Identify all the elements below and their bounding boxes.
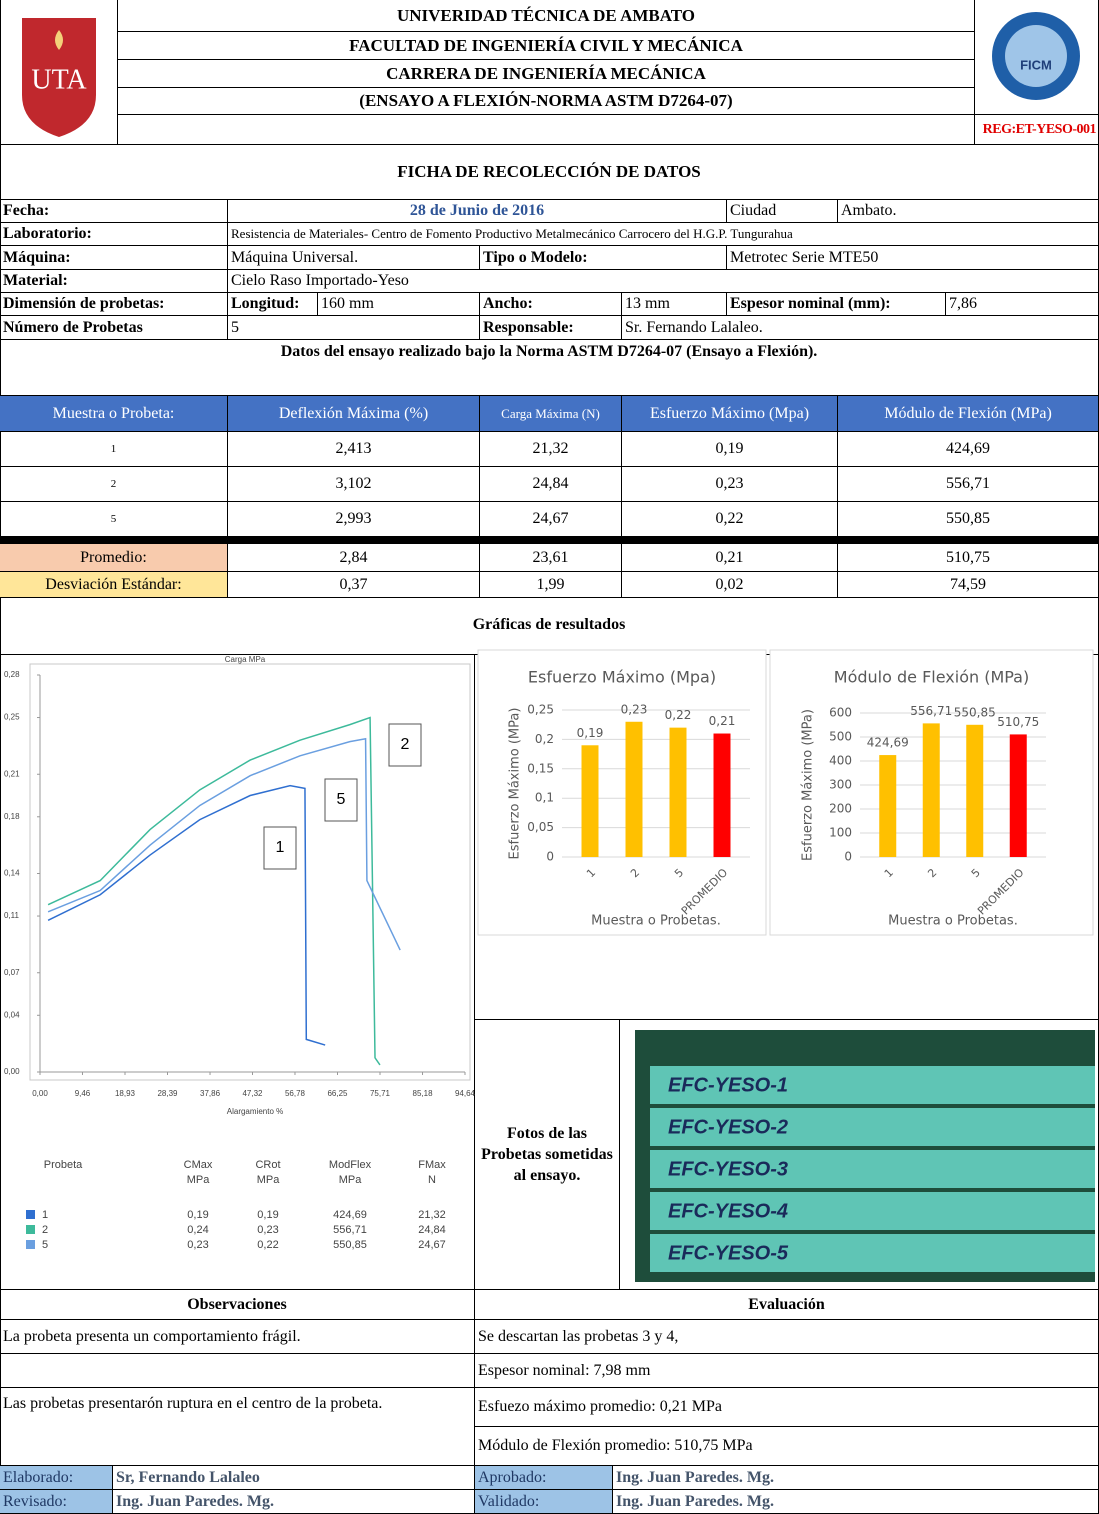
table-cell: 2,413 (228, 432, 480, 467)
table-cell: 0,19 (622, 432, 838, 467)
table-cell: 1,99 (480, 572, 622, 598)
table-cell: 13 mm (622, 293, 727, 316)
table-cell: Módulo de Flexión (MPa) (838, 396, 1099, 432)
table-cell: 3,102 (228, 467, 480, 502)
cell (475, 655, 1099, 1020)
cell (975, 0, 1099, 115)
table-cell: Resistencia de Materiales- Centro de Fom… (228, 223, 1099, 246)
cell (620, 1020, 1099, 1290)
table-cell: 2,84 (228, 544, 480, 572)
table-cell: (ENSAYO A FLEXIÓN-NORMA ASTM D7264-07) (118, 88, 975, 115)
table-cell: CARRERA DE INGENIERÍA MECÁNICA (118, 60, 975, 88)
table-cell: Sr, Fernando Lalaleo (113, 1466, 475, 1490)
table-cell: 2 (0, 467, 228, 502)
table-cell: Validado: (475, 1490, 613, 1514)
table-cell: 160 mm (318, 293, 480, 316)
table-cell: Ancho: (480, 293, 622, 316)
cell (0, 0, 118, 145)
table-cell: Ing. Juan Paredes. Mg. (613, 1466, 1099, 1490)
table-cell: 74,59 (838, 572, 1099, 598)
table-cell: La probeta presenta un comportamiento fr… (0, 1320, 475, 1354)
table-cell: Carga Máxima (N) (480, 396, 622, 432)
table-cell: Máquina Universal. (228, 246, 480, 270)
table-cell: Material: (0, 270, 228, 293)
table-cell: Dimensión de probetas: (0, 293, 228, 316)
table-cell: Las probetas presentarón ruptura en el c… (0, 1388, 475, 1466)
table-cell: Espesor nominal: 7,98 mm (475, 1354, 1099, 1388)
table-cell: 0,02 (622, 572, 838, 598)
table-cell: 1 (0, 432, 228, 467)
table-cell: REG:ET-YESO-001 (975, 115, 1099, 145)
table-cell: Sr. Fernando Lalaleo. (622, 316, 1099, 340)
table-cell: Fotos de las Probetas sometidas al ensay… (475, 1020, 620, 1290)
table-cell: 23,61 (480, 544, 622, 572)
table-cell: Elaborado: (0, 1466, 113, 1490)
table-cell: 424,69 (838, 432, 1099, 467)
table-cell: UNIVERIDAD TÉCNICA DE AMBATO (118, 0, 975, 32)
table-cell: Deflexión Máxima (%) (228, 396, 480, 432)
table-cell: Cielo Raso Importado-Yeso (228, 270, 1099, 293)
table-cell: Laboratorio: (0, 223, 228, 246)
cell (118, 115, 975, 145)
table-cell: FACULTAD DE INGENIERÍA CIVIL Y MECÁNICA (118, 32, 975, 60)
cell (0, 537, 1099, 544)
table-cell: Módulo de Flexión promedio: 510,75 MPa (475, 1427, 1099, 1466)
table-cell: 0,22 (622, 502, 838, 537)
table-cell: FICHA DE RECOLECCIÓN DE DATOS (0, 145, 1099, 200)
table-cell: 510,75 (838, 544, 1099, 572)
cell (0, 655, 475, 1290)
table-cell: Longitud: (228, 293, 318, 316)
table-cell: 0,37 (228, 572, 480, 598)
table-cell: Revisado: (0, 1490, 113, 1514)
table-cell: Se descartan las probetas 3 y 4, (475, 1320, 1099, 1354)
table-cell: Metrotec Serie MTE50 (727, 246, 1099, 270)
cell (0, 1354, 475, 1388)
table-cell: Evaluación (475, 1290, 1099, 1320)
table-cell: 556,71 (838, 467, 1099, 502)
table-cell: Ambato. (838, 200, 1099, 223)
table-cell: 21,32 (480, 432, 622, 467)
table-cell: Máquina: (0, 246, 228, 270)
page: UNIVERIDAD TÉCNICA DE AMBATOFACULTAD DE … (0, 0, 1099, 1514)
table-cell: Espesor nominal (mm): (727, 293, 946, 316)
table-cell: Ing. Juan Paredes. Mg. (613, 1490, 1099, 1514)
table-cell: 2,993 (228, 502, 480, 537)
table-cell: Esfuerzo Máximo (Mpa) (622, 396, 838, 432)
table-cell: 550,85 (838, 502, 1099, 537)
table-cell: 24,84 (480, 467, 622, 502)
table-cell: Gráficas de resultados (0, 598, 1099, 655)
table-cell: 28 de Junio de 2016 (228, 200, 727, 223)
table-cell: 5 (228, 316, 480, 340)
table-cell: Ciudad (727, 200, 838, 223)
table-cell: 5 (0, 502, 228, 537)
table-cell: 7,86 (946, 293, 1099, 316)
table-cell: Desviación Estándar: (0, 572, 228, 598)
table-cell: Tipo o Modelo: (480, 246, 727, 270)
table-cell: Ing. Juan Paredes. Mg. (113, 1490, 475, 1514)
table-cell: Observaciones (0, 1290, 475, 1320)
table-cell: 0,21 (622, 544, 838, 572)
table-cell: Número de Probetas (0, 316, 228, 340)
table-cell: Esfuezo máximo promedio: 0,21 MPa (475, 1388, 1099, 1427)
table-cell: Muestra o Probeta: (0, 396, 228, 432)
table-cell: Fecha: (0, 200, 228, 223)
table-cell: Promedio: (0, 544, 228, 572)
table-cell: 24,67 (480, 502, 622, 537)
table-cell: Aprobado: (475, 1466, 613, 1490)
table-cell: Datos del ensayo realizado bajo la Norma… (0, 340, 1099, 396)
table-cell: Responsable: (480, 316, 622, 340)
table-cell: 0,23 (622, 467, 838, 502)
